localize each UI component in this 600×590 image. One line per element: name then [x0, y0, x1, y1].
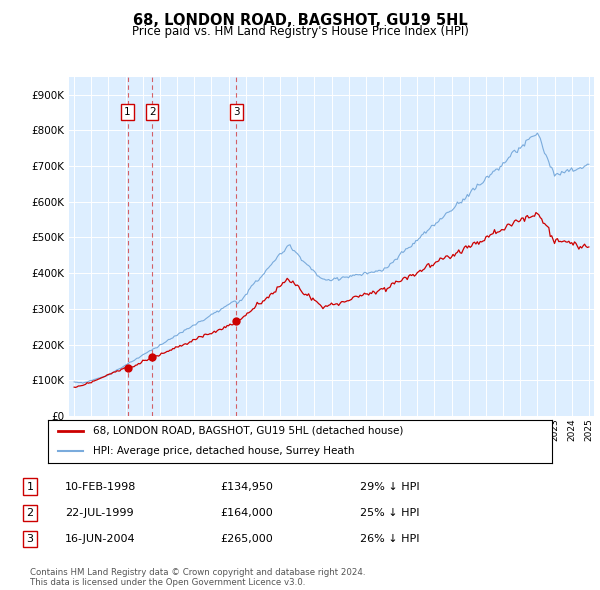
Text: 29% ↓ HPI: 29% ↓ HPI: [360, 481, 419, 491]
Text: 68, LONDON ROAD, BAGSHOT, GU19 5HL (detached house): 68, LONDON ROAD, BAGSHOT, GU19 5HL (deta…: [94, 426, 404, 436]
Text: 22-JUL-1999: 22-JUL-1999: [65, 508, 134, 518]
Text: 3: 3: [26, 534, 34, 544]
Text: Contains HM Land Registry data © Crown copyright and database right 2024.
This d: Contains HM Land Registry data © Crown c…: [30, 568, 365, 587]
Text: £265,000: £265,000: [220, 534, 273, 544]
Text: £134,950: £134,950: [220, 481, 273, 491]
Text: 1: 1: [26, 481, 34, 491]
Text: 2: 2: [26, 508, 34, 518]
Text: 25% ↓ HPI: 25% ↓ HPI: [360, 508, 419, 518]
Text: HPI: Average price, detached house, Surrey Heath: HPI: Average price, detached house, Surr…: [94, 446, 355, 456]
Text: 1: 1: [124, 107, 131, 117]
Text: 68, LONDON ROAD, BAGSHOT, GU19 5HL: 68, LONDON ROAD, BAGSHOT, GU19 5HL: [133, 13, 467, 28]
Text: 16-JUN-2004: 16-JUN-2004: [65, 534, 136, 544]
Text: Price paid vs. HM Land Registry's House Price Index (HPI): Price paid vs. HM Land Registry's House …: [131, 25, 469, 38]
Text: £164,000: £164,000: [220, 508, 273, 518]
Text: 10-FEB-1998: 10-FEB-1998: [65, 481, 136, 491]
Text: 3: 3: [233, 107, 239, 117]
Text: 2: 2: [149, 107, 155, 117]
Text: 26% ↓ HPI: 26% ↓ HPI: [360, 534, 419, 544]
